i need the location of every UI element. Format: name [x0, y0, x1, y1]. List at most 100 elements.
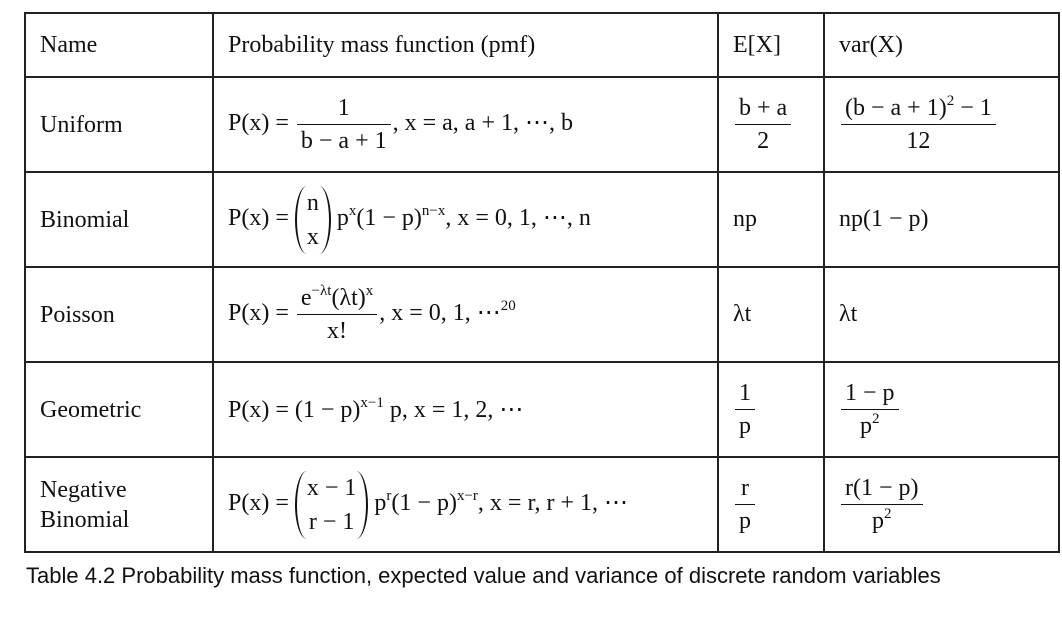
- math-text: b + a: [739, 95, 788, 121]
- math-group: 1: [296, 92, 391, 125]
- math-text: np: [733, 206, 757, 232]
- math-text: P(x) = (1 − p): [228, 397, 361, 423]
- pmf-cell: P(x) = e−λt(λt)x x! , x = 0, 1, ⋯20: [212, 266, 719, 363]
- math-text: r: [741, 475, 749, 501]
- math-group: 1: [735, 377, 755, 410]
- name-cell: Negative Binomial: [24, 456, 214, 553]
- table-row: Uniform P(x) = 1 b − a + 1, x = a, a + 1, …: [24, 76, 1060, 173]
- header-cell: Name: [24, 12, 214, 78]
- math-text: p: [860, 413, 873, 439]
- math-text: P(x) =: [228, 110, 295, 137]
- math-group: (b − a + 1)2 − 1 12: [839, 94, 998, 154]
- pmf-cell: P(x) = (1 − p)x−1 p, x = 1, 2, ⋯: [212, 361, 719, 458]
- math-group: 1 − p: [841, 377, 899, 410]
- pmf-cell: P(x) = 1 b − a + 1, x = a, a + 1, ⋯, b: [212, 76, 719, 173]
- fraction: (b − a + 1)2 − 1 12: [841, 92, 996, 157]
- math-group: P(x) = e−λt(λt)x x! , x = 0, 1, ⋯20: [228, 284, 516, 345]
- var-cell: (b − a + 1)2 − 1 12: [823, 76, 1060, 173]
- math-text: x!: [327, 318, 348, 344]
- math-group: x!: [297, 315, 377, 347]
- math-group: np(1 − p): [839, 206, 929, 232]
- name-cell: Uniform: [24, 76, 214, 173]
- math-text: r(1 − p): [845, 475, 919, 501]
- math-text: p: [739, 413, 751, 439]
- math-group: λt: [733, 301, 751, 327]
- var-cell: λt: [823, 266, 1060, 363]
- superscript: 2: [884, 506, 892, 522]
- caption: Table 4.2 Probability mass function, exp…: [26, 563, 941, 588]
- math-group: r − 1: [307, 505, 357, 539]
- superscript: n−x: [421, 203, 446, 220]
- superscript: x: [348, 203, 357, 220]
- table-row: Geometric P(x) = (1 − p)x−1 p, x = 1, 2, …: [24, 361, 1060, 458]
- math-group: b + a: [735, 92, 792, 125]
- math-group: p: [735, 505, 755, 537]
- superscript: r: [386, 488, 392, 505]
- superscript: x: [365, 283, 374, 299]
- math-group: b + a 2: [733, 95, 793, 154]
- header-cell: var(X): [823, 12, 1060, 78]
- math-group: (b − a + 1)2 − 1: [841, 92, 996, 125]
- fraction: b + a 2: [735, 92, 792, 157]
- fraction: 1 b − a + 1: [296, 92, 391, 157]
- math-group: e−λt(λt)x: [296, 282, 378, 315]
- name-cell: Poisson: [24, 266, 214, 363]
- math-text: P(x) =: [228, 300, 295, 327]
- math-text: 2: [757, 128, 770, 154]
- binomial: x − 1 r − 1: [294, 470, 369, 539]
- superscript: x−1: [360, 395, 384, 411]
- name-cell: Binomial: [24, 171, 214, 268]
- mean-cell: np: [717, 171, 825, 268]
- math-group: b − a + 1: [297, 125, 391, 157]
- math-text: 1: [337, 95, 350, 121]
- mean-cell: b + a 2: [717, 76, 825, 173]
- math-group: P(x) = 1 b − a + 1, x = a, a + 1, ⋯, b: [228, 95, 573, 154]
- math-text: n: [306, 189, 319, 216]
- fraction: 1 − p p2: [841, 377, 899, 442]
- math-text: − 1: [954, 95, 992, 121]
- math-text: P(x) =: [228, 490, 295, 517]
- math-group: np: [733, 206, 757, 232]
- math-group: p: [735, 410, 755, 442]
- math-text: (1 − p): [391, 490, 457, 517]
- math-group: r: [735, 472, 755, 505]
- math-text: , x = r, r + 1, ⋯: [477, 490, 629, 517]
- math-group: P(x) = (1 − p)x−1 p, x = 1, 2, ⋯: [228, 395, 524, 424]
- math-text: , x = 0, 1, ⋯: [379, 300, 501, 327]
- math-text: p: [872, 508, 884, 534]
- var-cell: r(1 − p) p2: [823, 456, 1060, 553]
- var-cell: 1 − p p2: [823, 361, 1060, 458]
- fraction: r(1 − p) p2: [841, 472, 923, 537]
- math-text: (b − a + 1): [845, 95, 947, 121]
- header-row: Name Probability mass function (pmf) E[X] v…: [24, 12, 1060, 78]
- math-group: 12: [841, 125, 996, 157]
- math-group: x − 1: [307, 471, 357, 505]
- fraction: e−λt(λt)x x!: [296, 282, 378, 347]
- name-cell: Geometric: [24, 361, 214, 458]
- header-cell: Probability mass function (pmf): [212, 12, 719, 78]
- math-text: p, x = 1, 2, ⋯: [383, 397, 524, 423]
- math-text: e: [300, 285, 312, 311]
- math-group: p2: [841, 505, 923, 537]
- table-body: Uniform P(x) = 1 b − a + 1, x = a, a + 1, …: [24, 76, 1060, 553]
- table-head: Name Probability mass function (pmf) E[X] v…: [24, 12, 1060, 78]
- math-group: 1 − p p2: [839, 380, 901, 439]
- math-text: (λt): [331, 285, 366, 311]
- superscript: −λt: [311, 283, 332, 299]
- math-text: P(x) =: [228, 205, 295, 232]
- math-group: r(1 − p): [841, 472, 923, 505]
- math-text: λt: [839, 301, 858, 327]
- math-text: r − 1: [308, 508, 355, 535]
- math-group: P(x) = x − 1 r − 1 pr(1 − p)x−r, x = r, r…: [228, 470, 629, 539]
- math-text: 1: [739, 380, 751, 406]
- math-text: p: [739, 508, 751, 534]
- math-text: b − a + 1: [300, 128, 387, 154]
